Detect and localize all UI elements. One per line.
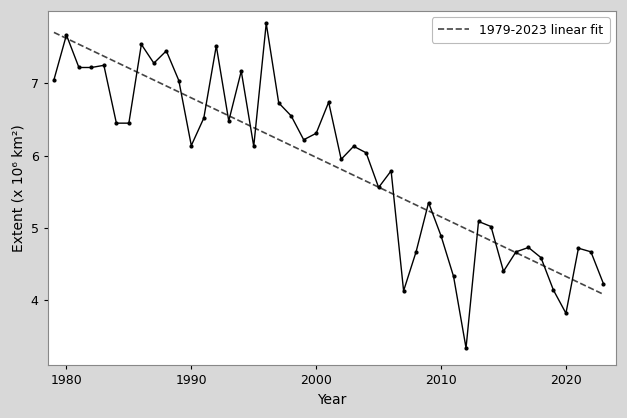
1979-2023 linear fit [572,279,579,284]
1979-2023 linear fit [599,292,607,297]
1979-2023 linear fit [152,79,160,84]
Y-axis label: Extent (x 10⁶ km²): Extent (x 10⁶ km²) [11,124,25,252]
1979-2023 linear fit [72,41,80,46]
Legend: 1979-2023 linear fit: 1979-2023 linear fit [432,18,609,43]
1979-2023 linear fit [50,30,58,35]
X-axis label: Year: Year [317,393,347,407]
1979-2023 linear fit [83,46,91,51]
1979-2023 linear fit [552,270,560,275]
1979-2023 linear fit [196,99,204,104]
Line: 1979-2023 linear fit: 1979-2023 linear fit [54,33,603,294]
